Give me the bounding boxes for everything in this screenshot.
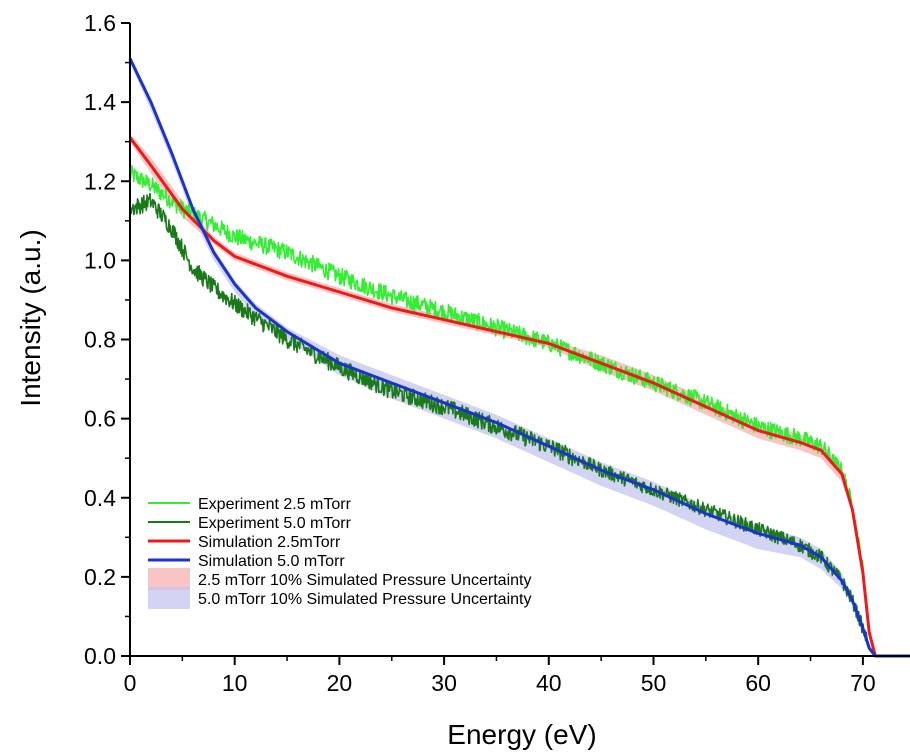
- legend-label: Experiment 2.5 mTorr: [198, 496, 352, 513]
- y-ticks: 0.0 0.2 0.4 0.6 0.8 1.0 1.2 1.4 1.6: [84, 10, 130, 669]
- x-tick-label: 30: [431, 670, 457, 696]
- y-tick-label: 0.8: [84, 327, 116, 353]
- x-tick-label: 50: [641, 670, 667, 696]
- x-tick-label: 20: [327, 670, 353, 696]
- y-tick-label: 0.6: [84, 406, 116, 432]
- series-lines: [128, 57, 910, 658]
- series-line-simulation-2-5mtorr: [128, 136, 910, 658]
- legend-swatch: [148, 568, 190, 590]
- y-tick-label: 1.2: [84, 168, 116, 194]
- legend-label: 2.5 mTorr 10% Simulated Pressure Uncerta…: [198, 572, 531, 589]
- y-tick-label: 0.2: [84, 564, 116, 590]
- legend-label: Simulation 5.0 mTorr: [198, 553, 345, 570]
- y-tick-label: 1.4: [84, 89, 116, 115]
- x-tick-label: 10: [222, 670, 248, 696]
- series-line-experiment-5-0-mtorr: [129, 192, 910, 657]
- legend-label: Experiment 5.0 mTorr: [198, 515, 352, 532]
- x-axis-title: Energy (eV): [447, 719, 596, 750]
- y-axis-title: Intensity (a.u.): [15, 229, 46, 406]
- series-line-simulation-5-0-mtorr: [128, 57, 910, 658]
- y-tick-label: 1.6: [84, 10, 116, 36]
- x-tick-label: 60: [745, 670, 771, 696]
- y-tick-label: 1.0: [84, 247, 116, 273]
- legend-swatch: [148, 587, 190, 609]
- x-tick-label: 0: [124, 670, 137, 696]
- y-tick-label: 0.0: [84, 643, 116, 669]
- x-tick-label: 70: [850, 670, 876, 696]
- x-ticks: 0 10 20 30 40 50 60 70: [124, 656, 876, 696]
- x-tick-label: 40: [536, 670, 562, 696]
- legend: Experiment 2.5 mTorr Experiment 5.0 mTorr…: [148, 496, 531, 609]
- legend-label: Simulation 2.5mTorr: [198, 534, 341, 551]
- y-tick-label: 0.4: [84, 485, 116, 511]
- legend-label: 5.0 mTorr 10% Simulated Pressure Uncerta…: [198, 591, 531, 608]
